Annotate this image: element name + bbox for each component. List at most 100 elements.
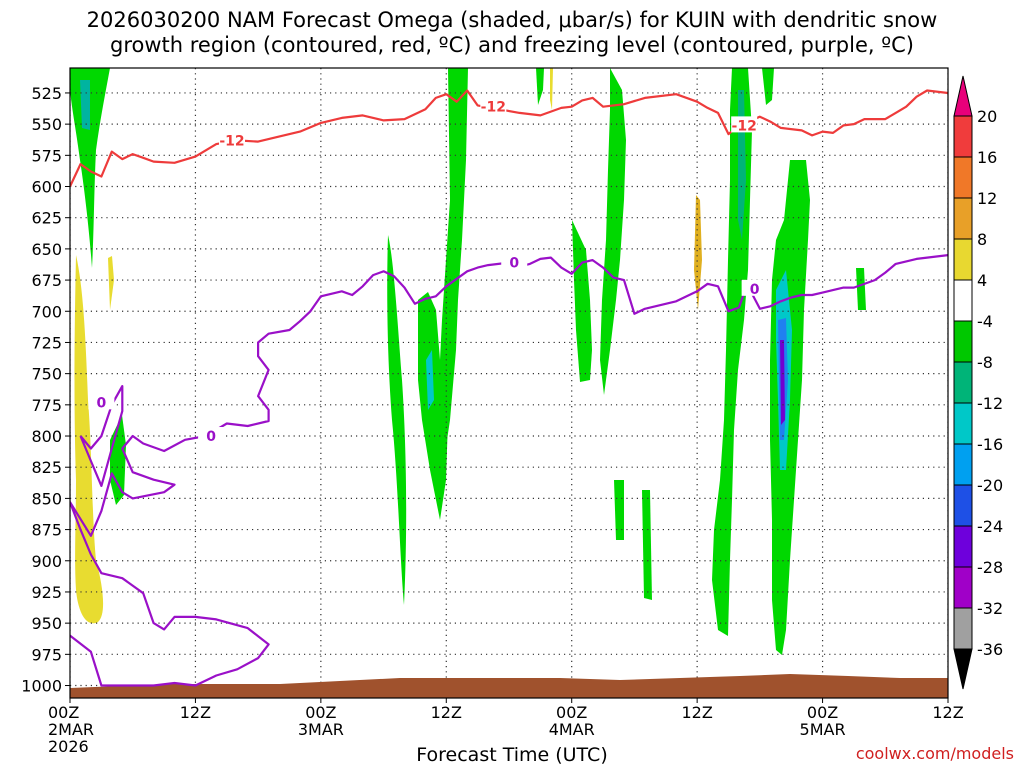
y-tick-label: 600 bbox=[31, 178, 62, 197]
x-tick-label: 3MAR bbox=[298, 720, 344, 739]
contour-label-bg bbox=[480, 97, 507, 114]
x-tick-label: 5MAR bbox=[800, 720, 846, 739]
contour-label-bg bbox=[731, 116, 758, 133]
colorbar-swatch bbox=[953, 115, 973, 158]
colorbar: 20 16 12 8 4 -4 -8 -12 -16 -20 -24 -28 -32 -36 bbox=[953, 75, 1003, 690]
omega-negative-area bbox=[600, 68, 626, 395]
contour-label-bg bbox=[741, 279, 768, 296]
colorbar-swatch bbox=[953, 566, 973, 609]
colorbar-swatch bbox=[953, 197, 973, 240]
y-tick-label: 775 bbox=[31, 396, 62, 415]
omega-negative-area bbox=[770, 160, 810, 655]
colorbar-label: 8 bbox=[977, 230, 987, 249]
colorbar-swatch bbox=[953, 75, 973, 117]
y-tick-label: 525 bbox=[31, 84, 62, 103]
colorbar-swatch bbox=[953, 607, 973, 650]
omega-positive-area bbox=[694, 195, 702, 310]
colorbar-swatch bbox=[953, 279, 973, 322]
omega-negative-area bbox=[438, 68, 468, 460]
x-tick-label: 4MAR bbox=[549, 720, 595, 739]
colorbar-swatch bbox=[953, 484, 973, 527]
omega-positive-area bbox=[550, 68, 553, 110]
y-tick-label: 750 bbox=[31, 365, 62, 384]
contour-label-bg bbox=[501, 253, 528, 270]
y-tick-label: 700 bbox=[31, 302, 62, 321]
contours bbox=[70, 89, 948, 687]
y-tick-label: 625 bbox=[31, 209, 62, 228]
colorbar-swatch bbox=[953, 238, 973, 281]
colorbar-label: -28 bbox=[977, 558, 1003, 577]
y-tick-label: 575 bbox=[31, 146, 62, 165]
x-tick-label: 12Z bbox=[932, 703, 963, 722]
omega-strong-area bbox=[426, 350, 434, 410]
grid bbox=[70, 68, 948, 698]
omega-shading bbox=[70, 68, 866, 655]
contour-label-bg bbox=[198, 427, 225, 444]
dgz-contour-line bbox=[70, 89, 948, 187]
credit-link[interactable]: coolwx.com/models bbox=[855, 744, 1014, 763]
contour-label: 0 bbox=[206, 429, 216, 445]
y-tick-label: 650 bbox=[31, 240, 62, 259]
colorbar-label: -20 bbox=[977, 476, 1003, 495]
colorbar-swatch bbox=[953, 648, 973, 690]
y-tick-label: 725 bbox=[31, 333, 62, 352]
colorbar-label: 16 bbox=[977, 148, 997, 167]
contour-label: -12 bbox=[219, 133, 244, 149]
x-tick-label: 12Z bbox=[681, 703, 712, 722]
y-tick-label: 925 bbox=[31, 583, 62, 602]
omega-negative-area bbox=[418, 292, 448, 520]
y-tick-label: 875 bbox=[31, 521, 62, 540]
colorbar-label: -32 bbox=[977, 599, 1003, 618]
contour-label: 0 bbox=[750, 282, 760, 298]
terrain-fill bbox=[70, 674, 948, 698]
x-tick-label: 2MAR bbox=[48, 720, 94, 739]
contour-label-bg bbox=[88, 393, 115, 410]
freezing-level-line bbox=[70, 254, 948, 687]
y-tick-label: 800 bbox=[31, 427, 62, 446]
colorbar-label: 12 bbox=[977, 189, 997, 208]
colorbar-swatch bbox=[953, 402, 973, 445]
freezing-level-line bbox=[79, 385, 124, 487]
plot-frame bbox=[69, 67, 949, 699]
omega-negative-area bbox=[387, 235, 407, 605]
y-tick-label: 675 bbox=[31, 271, 62, 290]
x-tick-label: 2026 bbox=[48, 737, 89, 756]
omega-negative-area bbox=[762, 68, 774, 105]
colorbar-label: -36 bbox=[977, 640, 1003, 659]
contour-labels: -12 -12 -12 0 0 0 0 bbox=[88, 97, 768, 445]
contour-label: -12 bbox=[481, 100, 506, 116]
x-tick-label: 12Z bbox=[180, 703, 211, 722]
colorbar-swatch bbox=[953, 156, 973, 199]
x-axis-title: Forecast Time (UTC) bbox=[416, 744, 608, 766]
y-tick-label: 550 bbox=[31, 115, 62, 134]
omega-negative-area bbox=[712, 68, 752, 636]
contour-label: -12 bbox=[732, 118, 757, 134]
contour-label: 0 bbox=[96, 395, 106, 411]
omega-positive-area bbox=[108, 256, 114, 310]
x-tick-label: 12Z bbox=[431, 703, 462, 722]
omega-negative-area bbox=[642, 490, 652, 600]
chart-title-line-1: 2026030200 NAM Forecast Omega (shaded, μ… bbox=[86, 8, 938, 32]
y-axis: 525 550 575 600 625 650 675 700 725 750 775 800 825 8… bbox=[21, 84, 70, 696]
omega-negative-area bbox=[856, 268, 866, 310]
omega-negative-area bbox=[536, 68, 544, 105]
contour-label: 0 bbox=[509, 256, 519, 272]
omega-extreme-area bbox=[780, 340, 785, 425]
colorbar-label: -16 bbox=[977, 435, 1003, 454]
x-tick-label: 00Z bbox=[305, 703, 336, 722]
y-tick-label: 900 bbox=[31, 552, 62, 571]
x-tick-label: 00Z bbox=[556, 703, 587, 722]
omega-negative-area bbox=[70, 68, 110, 268]
colorbar-label: 20 bbox=[977, 107, 997, 126]
colorbar-swatch bbox=[953, 320, 973, 363]
y-tick-label: 950 bbox=[31, 614, 62, 633]
y-tick-label: 850 bbox=[31, 489, 62, 508]
colorbar-label: 4 bbox=[977, 271, 987, 290]
y-tick-label: 825 bbox=[31, 458, 62, 477]
x-tick-label: 00Z bbox=[48, 703, 79, 722]
chart-title-line-2: growth region (contoured, red, ºC) and f… bbox=[110, 33, 914, 57]
colorbar-label: -4 bbox=[977, 312, 993, 331]
colorbar-swatch bbox=[953, 443, 973, 486]
